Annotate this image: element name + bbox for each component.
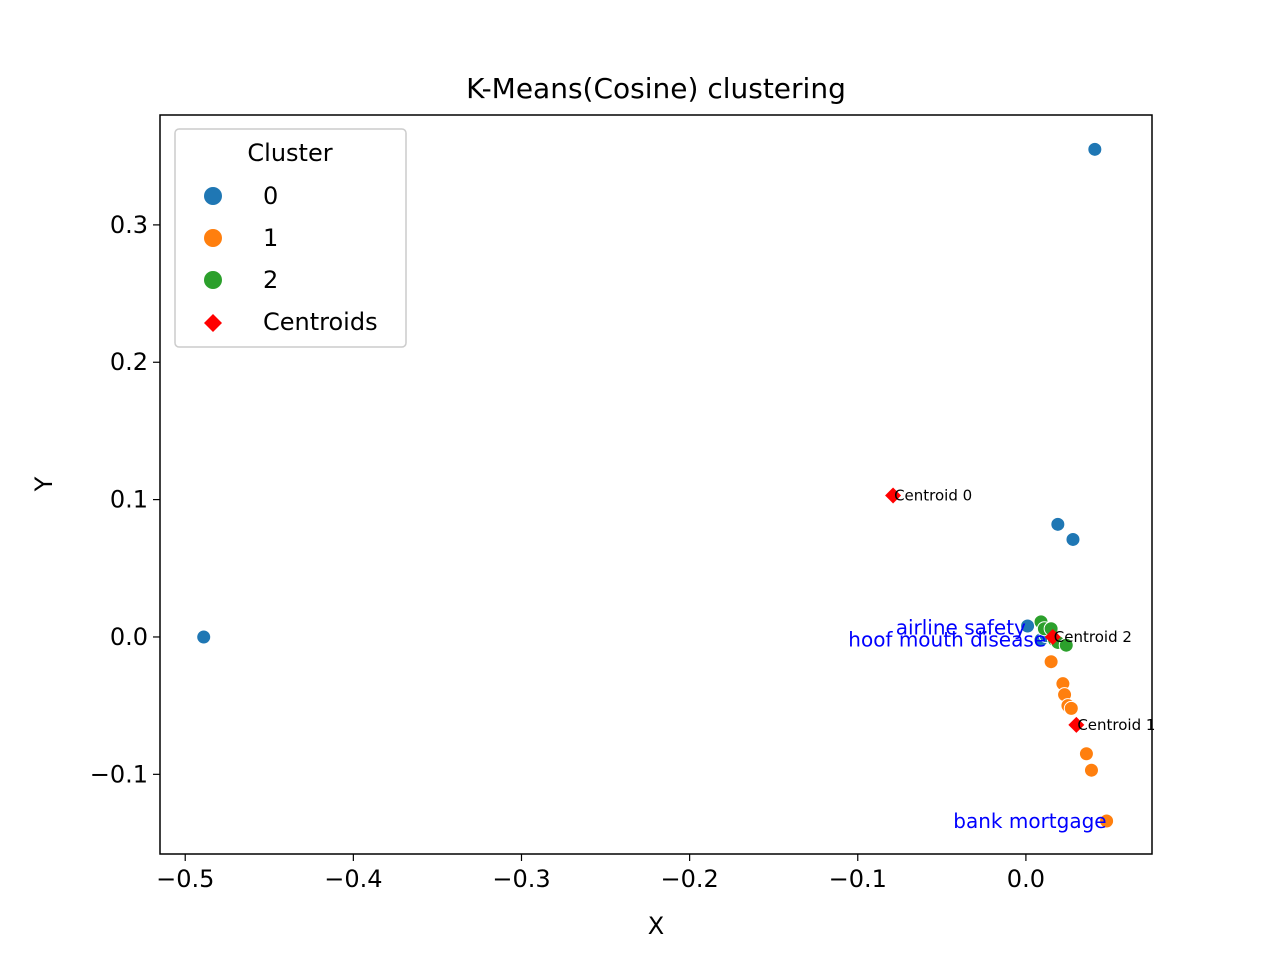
centroid-marker [1044,628,1061,645]
x-tick-label: −0.2 [660,865,718,893]
cluster-0-point [1065,531,1081,547]
y-tick-label: −0.1 [90,760,148,788]
point-annotation: airline safety [896,615,1026,639]
y-tick-label: 0.2 [110,348,148,376]
plot-area-frame [159,114,1153,855]
cluster-1-point [1083,762,1099,778]
x-tick-label: −0.1 [829,865,887,893]
cluster-2-point [1058,637,1074,653]
y-axis-ticks: −0.1 0.0 0.1 0.2 0.3 [90,211,160,788]
x-tick-label: −0.5 [156,865,214,893]
legend-entry-label: 2 [263,266,278,294]
legend-marker [204,229,222,247]
legend-entries: 0 1 2 Centroids [204,182,378,336]
cluster-1-point [1099,813,1115,829]
centroid-marker [885,487,902,504]
legend-title: Cluster [247,139,332,167]
x-tick-label: −0.4 [324,865,382,893]
x-axis-ticks: −0.5 −0.4 −0.3 −0.2 −0.1 0.0 [156,854,1045,893]
legend-entry-label: Centroids [263,308,378,336]
legend-centroid-marker [204,314,222,332]
cluster-0-point [196,629,212,645]
legend-marker [204,271,222,289]
centroid-label: Centroid 0 [894,486,972,504]
chart-title: K-Means(Cosine) clustering [466,72,846,105]
points-layer: Centroid 0 Centroid 1 Centroid 2 [196,141,1155,829]
y-axis-label: Y [30,476,58,492]
cluster-0-point [1020,618,1036,634]
centroid-label: Centroid 1 [1077,716,1155,734]
legend-entry-label: 0 [263,182,278,210]
centroid-label: Centroid 2 [1054,628,1132,646]
cluster-1-point [1063,700,1079,716]
x-tick-label: −0.3 [492,865,550,893]
cluster-0-point [1087,141,1103,157]
legend: Cluster 0 1 2 Centroids [174,128,407,348]
legend-box [174,128,407,348]
cluster-0-point [1050,516,1066,532]
y-tick-label: 0.0 [110,623,148,651]
y-tick-label: 0.1 [110,486,148,514]
cluster-1-point [1078,746,1094,762]
point-annotation: hoof mouth disease [848,628,1046,652]
y-tick-label: 0.3 [110,211,148,239]
cluster-1-point [1043,654,1059,670]
centroid-marker [1068,716,1085,733]
legend-entry-label: 1 [263,224,278,252]
x-axis-label: X [648,912,664,940]
legend-marker [204,187,222,205]
point-annotation: bank mortgage [953,809,1106,833]
x-tick-label: 0.0 [1007,865,1045,893]
